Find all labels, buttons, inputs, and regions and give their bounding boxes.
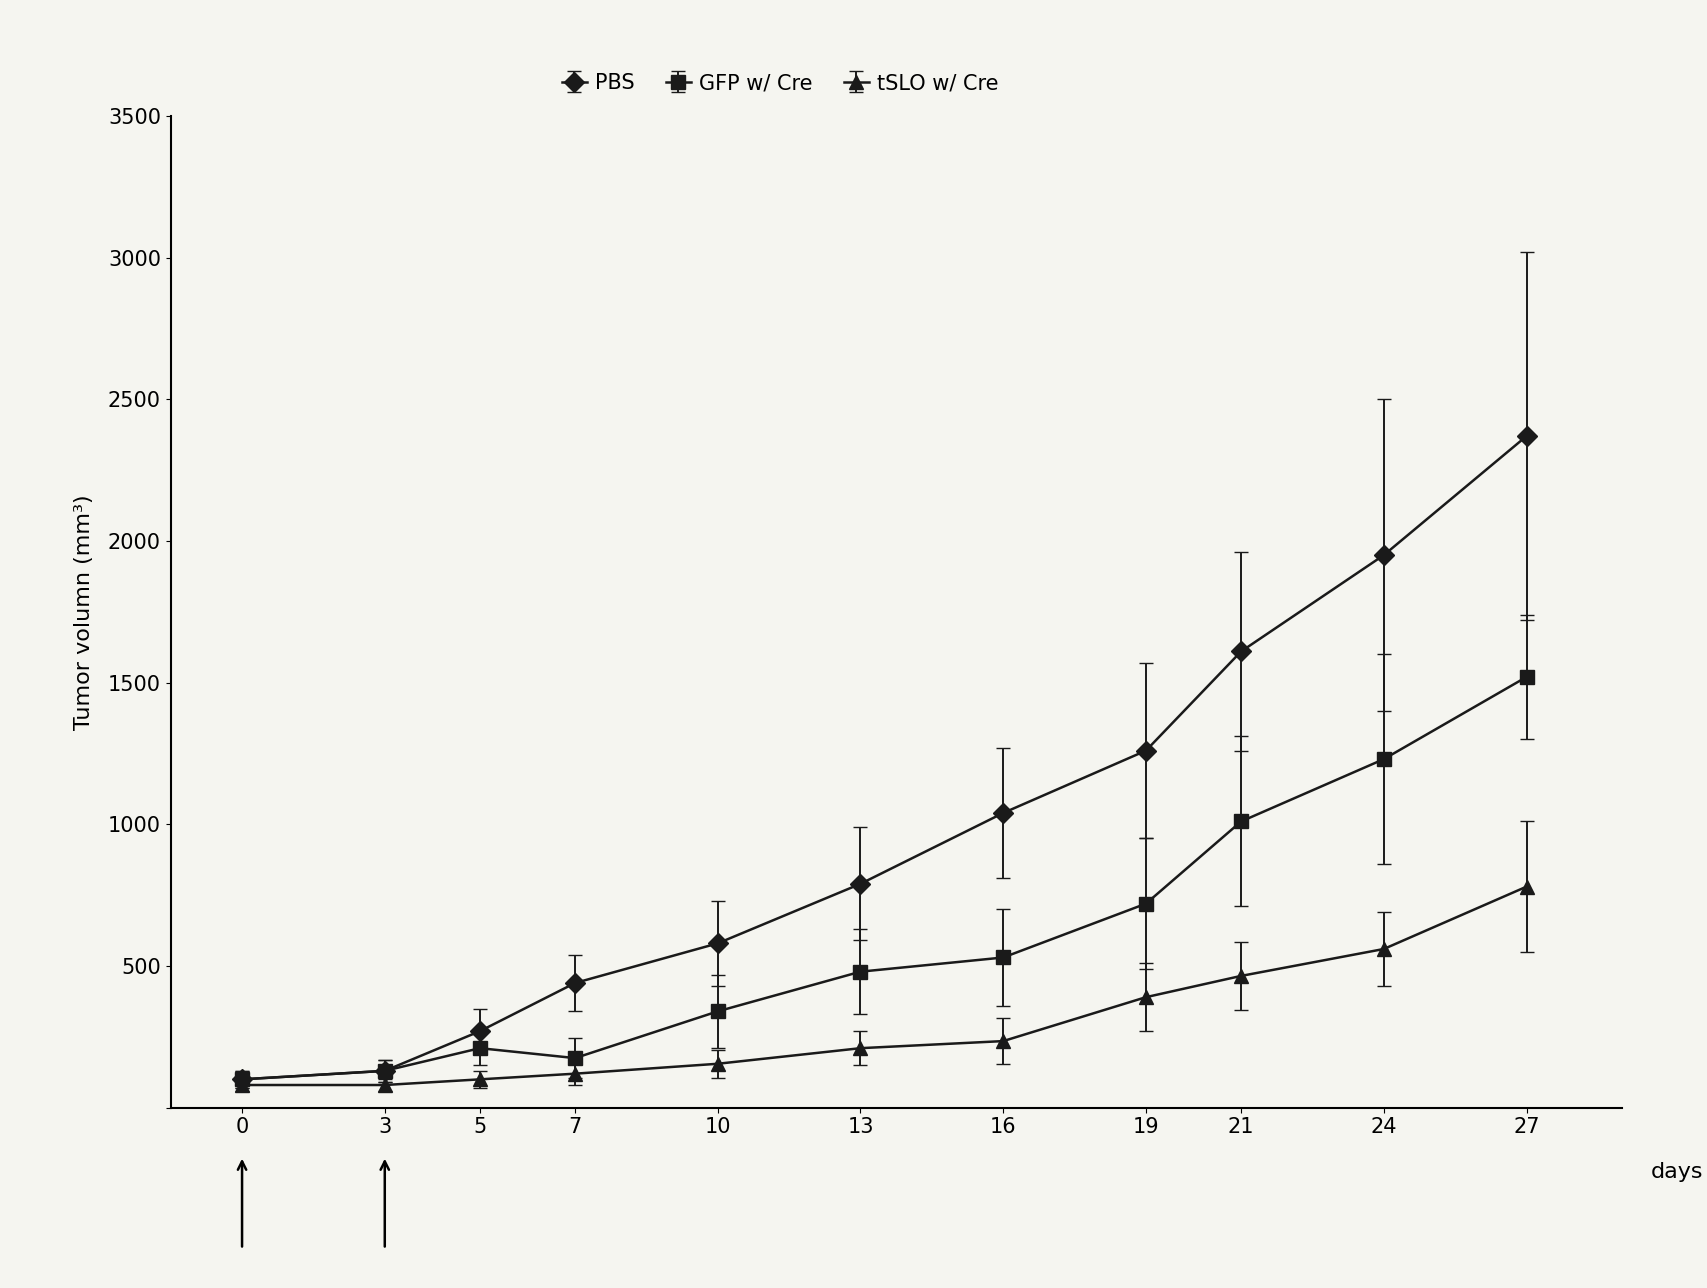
Legend: PBS, GFP w/ Cre, tSLO w/ Cre: PBS, GFP w/ Cre, tSLO w/ Cre (555, 67, 1005, 99)
Text: days: days (1651, 1162, 1704, 1182)
Y-axis label: Tumor volumn (mm³): Tumor volumn (mm³) (73, 495, 94, 729)
